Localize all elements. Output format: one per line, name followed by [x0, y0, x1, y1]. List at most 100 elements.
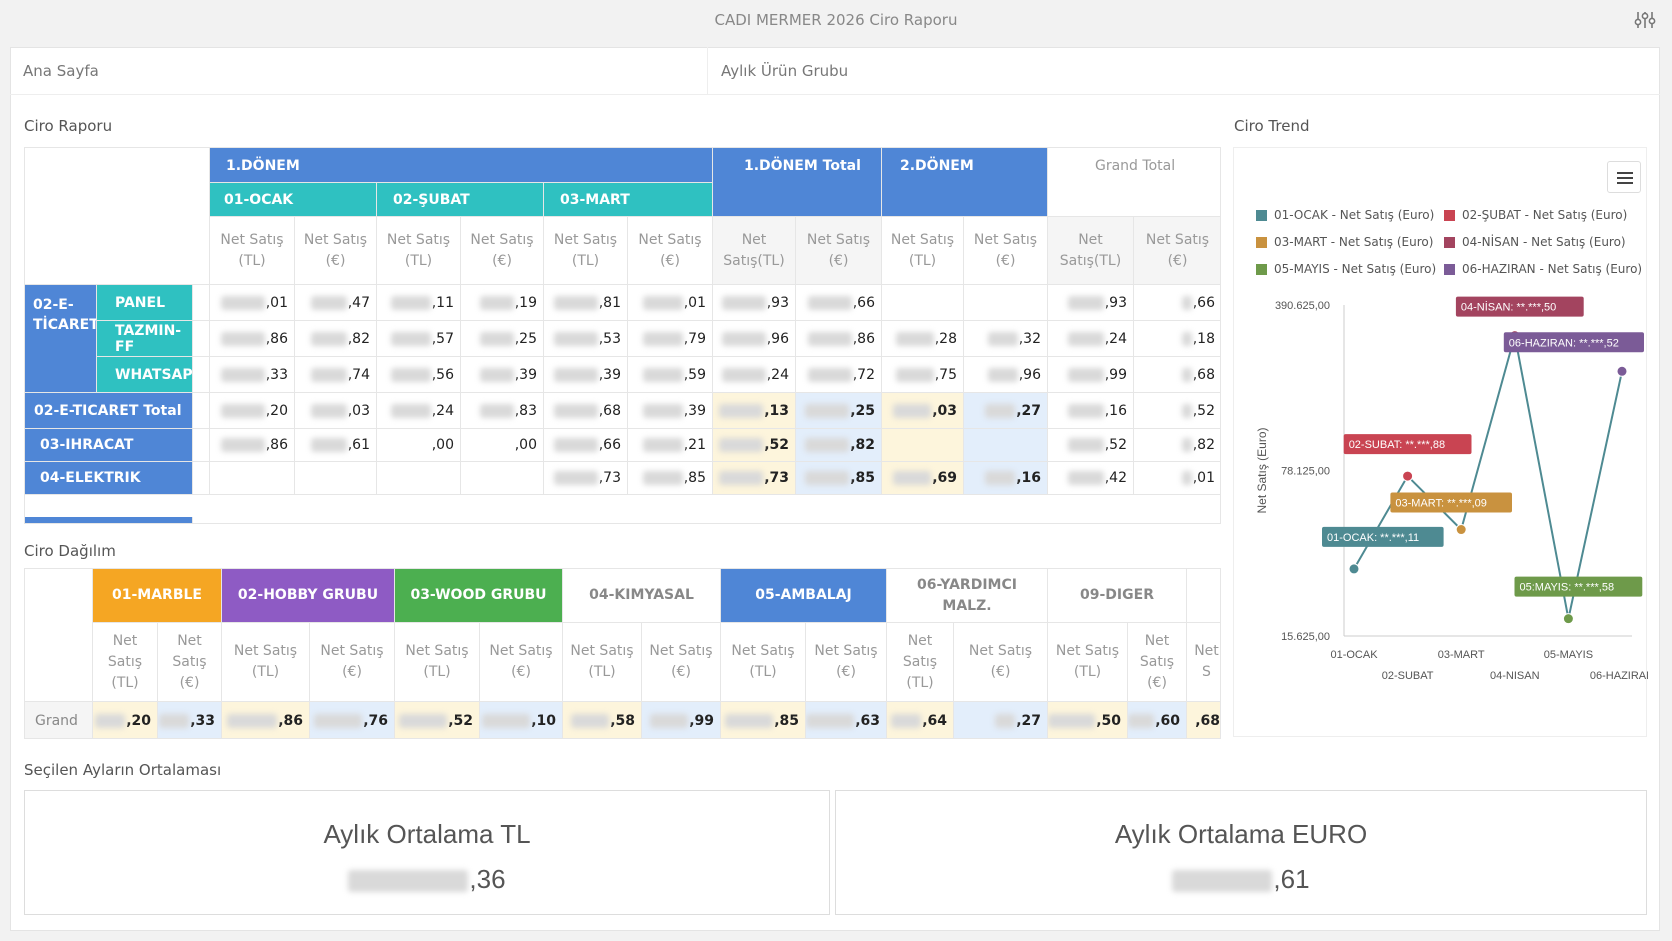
legend-item[interactable]: 06-HAZIRAN - Net Satış (Euro) — [1444, 262, 1642, 276]
value-cell[interactable]: ,00 — [377, 429, 461, 462]
month-header-subat[interactable]: 02-ŞUBAT — [377, 183, 544, 217]
value-cell[interactable] — [882, 285, 964, 321]
value-cell[interactable]: ,01 — [210, 285, 295, 321]
value-cell[interactable]: ,86 — [796, 321, 882, 357]
value-cell[interactable] — [461, 462, 544, 495]
grand-value-cell[interactable]: ,20 — [93, 702, 158, 738]
row-sub-panel[interactable]: PANEL — [97, 285, 193, 321]
value-cell[interactable]: ,28 — [882, 321, 964, 357]
settings-sliders-icon[interactable] — [1632, 8, 1658, 32]
row-02-e-ticaret-total[interactable]: 02-E-TICARET Total — [25, 393, 193, 429]
value-cell[interactable]: ,13 — [713, 393, 796, 429]
value-cell[interactable]: ,82 — [1134, 429, 1220, 462]
value-cell[interactable]: ,57 — [377, 321, 461, 357]
value-cell[interactable]: ,39 — [461, 357, 544, 393]
hamburger-icon[interactable] — [1607, 161, 1641, 193]
period-header-2[interactable]: 2.DÖNEM — [882, 148, 1048, 217]
tab-aylik-urun-grubu[interactable]: Aylık Ürün Grubu — [721, 62, 849, 80]
grand-value-cell[interactable]: ,27 — [954, 702, 1048, 738]
value-cell[interactable]: ,93 — [713, 285, 796, 321]
value-cell[interactable]: ,82 — [295, 321, 377, 357]
value-cell[interactable]: ,96 — [713, 321, 796, 357]
legend-item[interactable]: 01-OCAK - Net Satış (Euro) — [1256, 208, 1434, 222]
value-cell[interactable]: ,25 — [796, 393, 882, 429]
grand-value-cell[interactable]: ,63 — [806, 702, 887, 738]
value-cell[interactable]: ,01 — [628, 285, 713, 321]
value-cell[interactable]: ,83 — [461, 393, 544, 429]
grand-value-cell[interactable]: ,33 — [158, 702, 222, 738]
value-cell[interactable]: ,47 — [295, 285, 377, 321]
value-cell[interactable]: ,86 — [210, 321, 295, 357]
ciro-raporu-pivot[interactable]: 1.DÖNEM 01-OCAK 02-ŞUBAT 03-MART 1.DÖNEM Tot… — [24, 147, 1221, 524]
grand-value-cell[interactable]: ,85 — [721, 702, 806, 738]
value-cell[interactable]: ,52 — [1048, 429, 1134, 462]
value-cell[interactable]: ,73 — [713, 462, 796, 495]
value-cell[interactable]: ,16 — [1048, 393, 1134, 429]
grand-total-header[interactable]: Grand Total — [1048, 148, 1220, 217]
grand-value-cell[interactable]: ,64 — [887, 702, 954, 738]
group-header[interactable]: 06-YARDIMCI MALZ. — [887, 569, 1048, 623]
value-cell[interactable]: ,25 — [461, 321, 544, 357]
value-cell[interactable]: ,79 — [628, 321, 713, 357]
value-cell[interactable]: ,85 — [796, 462, 882, 495]
value-cell[interactable]: ,85 — [628, 462, 713, 495]
value-cell[interactable]: ,93 — [1048, 285, 1134, 321]
value-cell[interactable] — [377, 462, 461, 495]
value-cell[interactable]: ,68 — [1134, 357, 1220, 393]
value-cell[interactable]: ,81 — [544, 285, 628, 321]
tab-ana-sayfa[interactable]: Ana Sayfa — [10, 47, 708, 95]
value-cell[interactable]: ,19 — [461, 285, 544, 321]
value-cell[interactable]: ,69 — [882, 462, 964, 495]
value-cell[interactable] — [964, 429, 1048, 462]
value-cell[interactable] — [882, 429, 964, 462]
value-cell[interactable]: ,42 — [1048, 462, 1134, 495]
value-cell[interactable] — [295, 462, 377, 495]
row-03-ihracat[interactable]: 03-IHRACAT — [25, 429, 193, 462]
value-cell[interactable]: ,03 — [295, 393, 377, 429]
month-header-ocak[interactable]: 01-OCAK — [210, 183, 377, 217]
group-header[interactable]: 05-AMBALAJ — [721, 569, 887, 623]
group-header[interactable]: 01-MARBLE — [93, 569, 222, 623]
row-group-e-ticaret[interactable]: 02-E-TİCARET — [25, 285, 97, 393]
value-cell[interactable]: ,68 — [544, 393, 628, 429]
grand-value-cell[interactable]: ,68 — [1187, 702, 1220, 738]
legend-item[interactable]: 03-MART - Net Satış (Euro) — [1256, 235, 1433, 249]
value-cell[interactable]: ,32 — [964, 321, 1048, 357]
value-cell[interactable]: ,18 — [1134, 321, 1220, 357]
grand-value-cell[interactable]: ,60 — [1128, 702, 1187, 738]
value-cell[interactable]: ,82 — [796, 429, 882, 462]
grand-value-cell[interactable]: ,52 — [395, 702, 480, 738]
grand-value-cell[interactable]: ,99 — [642, 702, 721, 738]
value-cell[interactable]: ,52 — [1134, 393, 1220, 429]
ciro-dagilim-pivot[interactable]: 01-MARBLE 02-HOBBY GRUBU 03-WOOD GRUBU 04-K… — [24, 568, 1221, 739]
row-sub-tazmin-ff[interactable]: TAZMIN-FF — [97, 321, 193, 357]
value-cell[interactable] — [964, 285, 1048, 321]
period-header-1[interactable]: 1.DÖNEM — [210, 148, 713, 183]
value-cell[interactable]: ,00 — [461, 429, 544, 462]
value-cell[interactable]: ,24 — [713, 357, 796, 393]
value-cell[interactable]: ,75 — [882, 357, 964, 393]
value-cell[interactable]: ,01 — [1134, 462, 1220, 495]
value-cell[interactable]: ,99 — [1048, 357, 1134, 393]
row-04-elektrik[interactable]: 04-ELEKTRIK — [25, 462, 193, 495]
value-cell[interactable]: ,61 — [295, 429, 377, 462]
value-cell[interactable]: ,24 — [377, 393, 461, 429]
grand-value-cell[interactable]: ,86 — [222, 702, 310, 738]
value-cell[interactable]: ,27 — [964, 393, 1048, 429]
value-cell[interactable]: ,86 — [210, 429, 295, 462]
value-cell[interactable]: ,24 — [1048, 321, 1134, 357]
value-cell[interactable]: ,74 — [295, 357, 377, 393]
group-header[interactable]: 03-WOOD GRUBU — [395, 569, 563, 623]
value-cell[interactable]: ,59 — [628, 357, 713, 393]
grand-value-cell[interactable]: ,50 — [1048, 702, 1128, 738]
value-cell[interactable]: ,16 — [964, 462, 1048, 495]
value-cell[interactable]: ,11 — [377, 285, 461, 321]
month-header-mart[interactable]: 03-MART — [544, 183, 713, 217]
group-header[interactable]: 09-DIGER — [1048, 569, 1187, 623]
value-cell[interactable]: ,39 — [628, 393, 713, 429]
value-cell[interactable]: ,39 — [544, 357, 628, 393]
value-cell[interactable]: ,20 — [210, 393, 295, 429]
group-header[interactable]: 04-KIMYASAL — [563, 569, 721, 623]
value-cell[interactable]: ,66 — [544, 429, 628, 462]
value-cell[interactable]: ,96 — [964, 357, 1048, 393]
